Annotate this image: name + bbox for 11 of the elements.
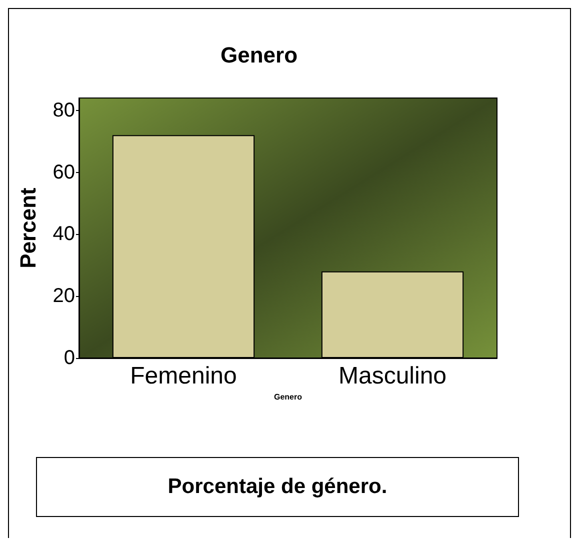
x-tick-label: Masculino [338, 362, 447, 390]
y-tick-label: 60 [52, 161, 75, 184]
x-axis-title: Genero [274, 392, 302, 402]
y-tick-label: 20 [52, 285, 75, 308]
chart-title: Genero [220, 42, 298, 68]
x-tick-label: Femenino [130, 362, 237, 390]
y-tick-label: 80 [52, 99, 75, 122]
y-tick-label: 40 [52, 223, 75, 246]
y-tick-label: 0 [64, 347, 75, 369]
text: Porcentaje de género. [36, 457, 519, 517]
y-axis-title: Percent [16, 186, 40, 268]
